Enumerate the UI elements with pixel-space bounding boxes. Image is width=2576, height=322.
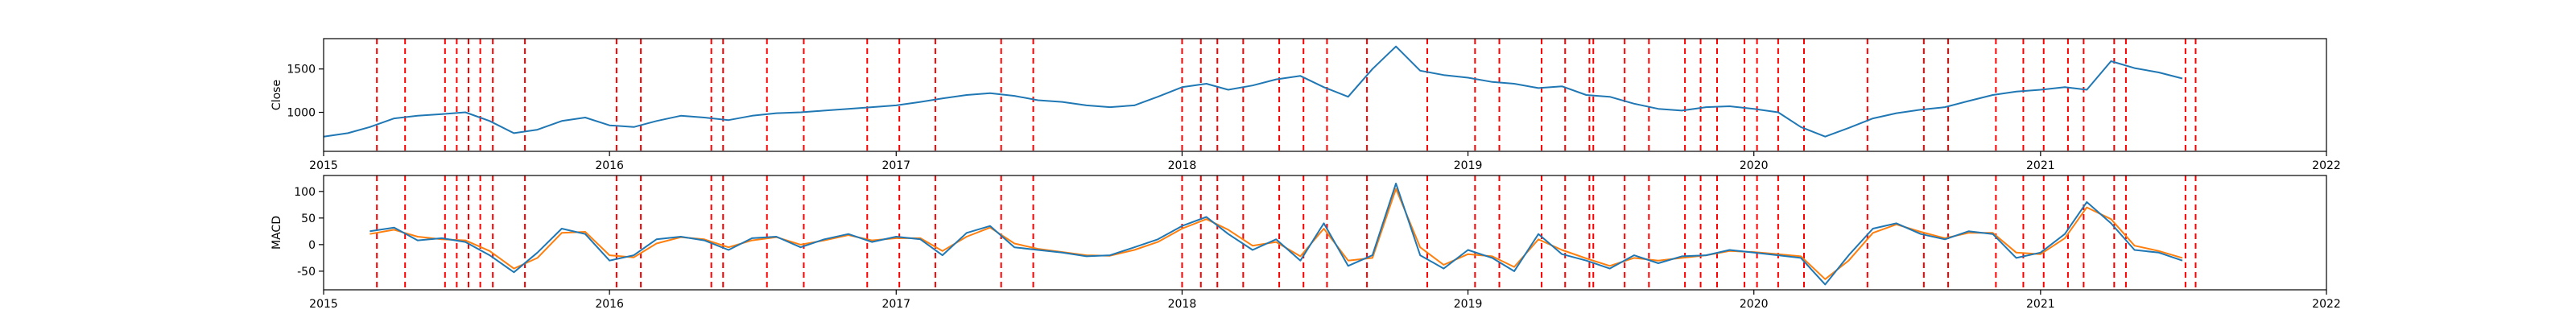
close-x-axis-ticks: 2015 2016 2017 2018 2019 2020 2021 2022 xyxy=(309,151,2341,172)
macd-y-axis-label: MACD xyxy=(270,216,283,250)
macd-line xyxy=(369,182,2183,286)
close-y-axis-label: Close xyxy=(270,80,283,110)
x-tick-label: 2017 xyxy=(881,159,910,172)
macd-plot-frame xyxy=(323,175,2327,291)
x-tick-label: 2016 xyxy=(595,159,624,172)
macd-y-axis-ticks: -50 0 50 100 xyxy=(294,186,324,279)
x-tick-label: 2015 xyxy=(309,298,338,311)
x-tick-label: 2017 xyxy=(881,298,910,311)
x-tick-label: 2022 xyxy=(2312,159,2341,172)
x-tick-label: 2020 xyxy=(1740,159,1769,172)
x-tick-label: 2018 xyxy=(1168,159,1197,172)
x-tick-label: 2016 xyxy=(595,298,624,311)
x-tick-label: 2021 xyxy=(2026,298,2055,311)
close-plot-frame xyxy=(323,38,2327,152)
close-y-axis-ticks: 1000 1500 xyxy=(287,64,324,120)
x-tick-label: 2020 xyxy=(1740,298,1769,311)
y-tick-label: -50 xyxy=(297,266,316,279)
close-price-line xyxy=(323,45,2183,138)
x-tick-label: 2018 xyxy=(1168,298,1197,311)
x-tick-label: 2015 xyxy=(309,159,338,172)
y-tick-label: 100 xyxy=(294,186,316,199)
y-tick-label: 1500 xyxy=(287,64,316,76)
macd-x-axis-ticks: 2015 2016 2017 2018 2019 2020 2021 2022 xyxy=(309,290,2341,311)
macd-signal-line xyxy=(369,188,2183,280)
x-tick-label: 2019 xyxy=(1454,298,1483,311)
x-tick-label: 2021 xyxy=(2026,159,2055,172)
macd-panel: 2015 2016 2017 2018 2019 2020 2021 2022 -50 0 50 1… xyxy=(270,175,2341,311)
y-tick-label: 0 xyxy=(308,239,316,252)
y-tick-label: 50 xyxy=(301,213,316,225)
x-tick-label: 2019 xyxy=(1454,159,1483,172)
close-price-panel: 2015 2016 2017 2018 2019 2020 2021 2022 1000 150… xyxy=(270,38,2341,172)
x-tick-label: 2022 xyxy=(2312,298,2341,311)
y-tick-label: 1000 xyxy=(287,107,316,120)
